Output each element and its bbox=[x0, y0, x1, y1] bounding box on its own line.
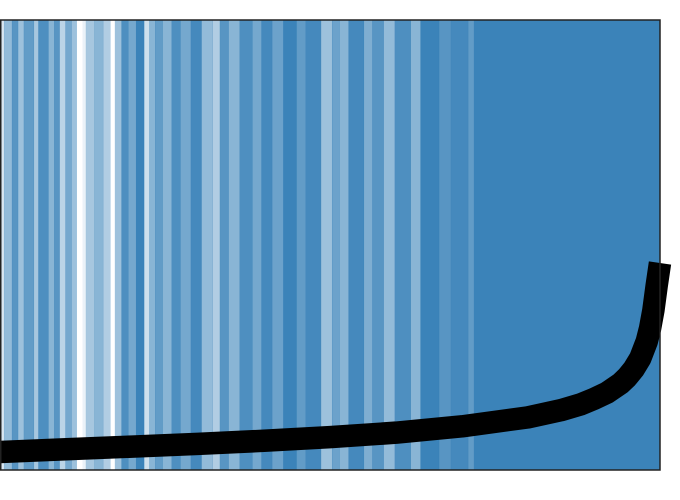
band-27 bbox=[180, 20, 192, 470]
band-47 bbox=[394, 20, 411, 470]
band-30 bbox=[212, 20, 221, 470]
band-48 bbox=[410, 20, 421, 470]
band-39 bbox=[305, 20, 322, 470]
band-52 bbox=[467, 20, 475, 470]
band-5 bbox=[33, 20, 39, 470]
band-36 bbox=[271, 20, 284, 470]
band-35 bbox=[261, 20, 273, 470]
band-40 bbox=[320, 20, 333, 470]
band-46 bbox=[383, 20, 396, 470]
plot-frame bbox=[0, 19, 661, 471]
band-19 bbox=[121, 20, 129, 470]
band-50 bbox=[438, 20, 452, 470]
band-11 bbox=[71, 20, 77, 470]
band-51 bbox=[450, 20, 469, 470]
band-1 bbox=[3, 20, 13, 470]
band-31 bbox=[219, 20, 229, 470]
band-12 bbox=[77, 20, 83, 470]
band-6 bbox=[38, 20, 49, 470]
band-38 bbox=[296, 20, 306, 470]
band-37 bbox=[283, 20, 297, 470]
band-16 bbox=[102, 20, 111, 470]
band-4 bbox=[23, 20, 35, 470]
band-17 bbox=[110, 20, 115, 470]
band-34 bbox=[252, 20, 262, 470]
band-42 bbox=[339, 20, 349, 470]
band-23 bbox=[149, 20, 156, 470]
band-2 bbox=[11, 20, 19, 470]
band-8 bbox=[54, 20, 60, 470]
band-44 bbox=[363, 20, 373, 470]
band-33 bbox=[239, 20, 253, 470]
band-13 bbox=[82, 20, 87, 470]
band-29 bbox=[201, 20, 213, 470]
band-15 bbox=[94, 20, 104, 470]
curve-layer bbox=[0, 261, 672, 464]
band-7 bbox=[48, 20, 55, 470]
band-45 bbox=[372, 20, 384, 470]
band-25 bbox=[162, 20, 172, 470]
band-28 bbox=[190, 20, 202, 470]
band-32 bbox=[228, 20, 240, 470]
band-14 bbox=[85, 20, 95, 470]
band-49 bbox=[420, 20, 440, 470]
colour-bands bbox=[0, 20, 661, 470]
band-20 bbox=[128, 20, 137, 470]
band-3 bbox=[17, 20, 25, 470]
band-21 bbox=[135, 20, 145, 470]
band-26 bbox=[171, 20, 181, 470]
band-10 bbox=[65, 20, 72, 470]
band-18 bbox=[114, 20, 122, 470]
band-53 bbox=[473, 20, 661, 470]
curve-line bbox=[0, 261, 672, 464]
band-41 bbox=[331, 20, 340, 470]
band-24 bbox=[155, 20, 163, 470]
band-0 bbox=[0, 20, 5, 470]
band-22 bbox=[143, 20, 150, 470]
band-9 bbox=[59, 20, 66, 470]
band-43 bbox=[348, 20, 365, 470]
